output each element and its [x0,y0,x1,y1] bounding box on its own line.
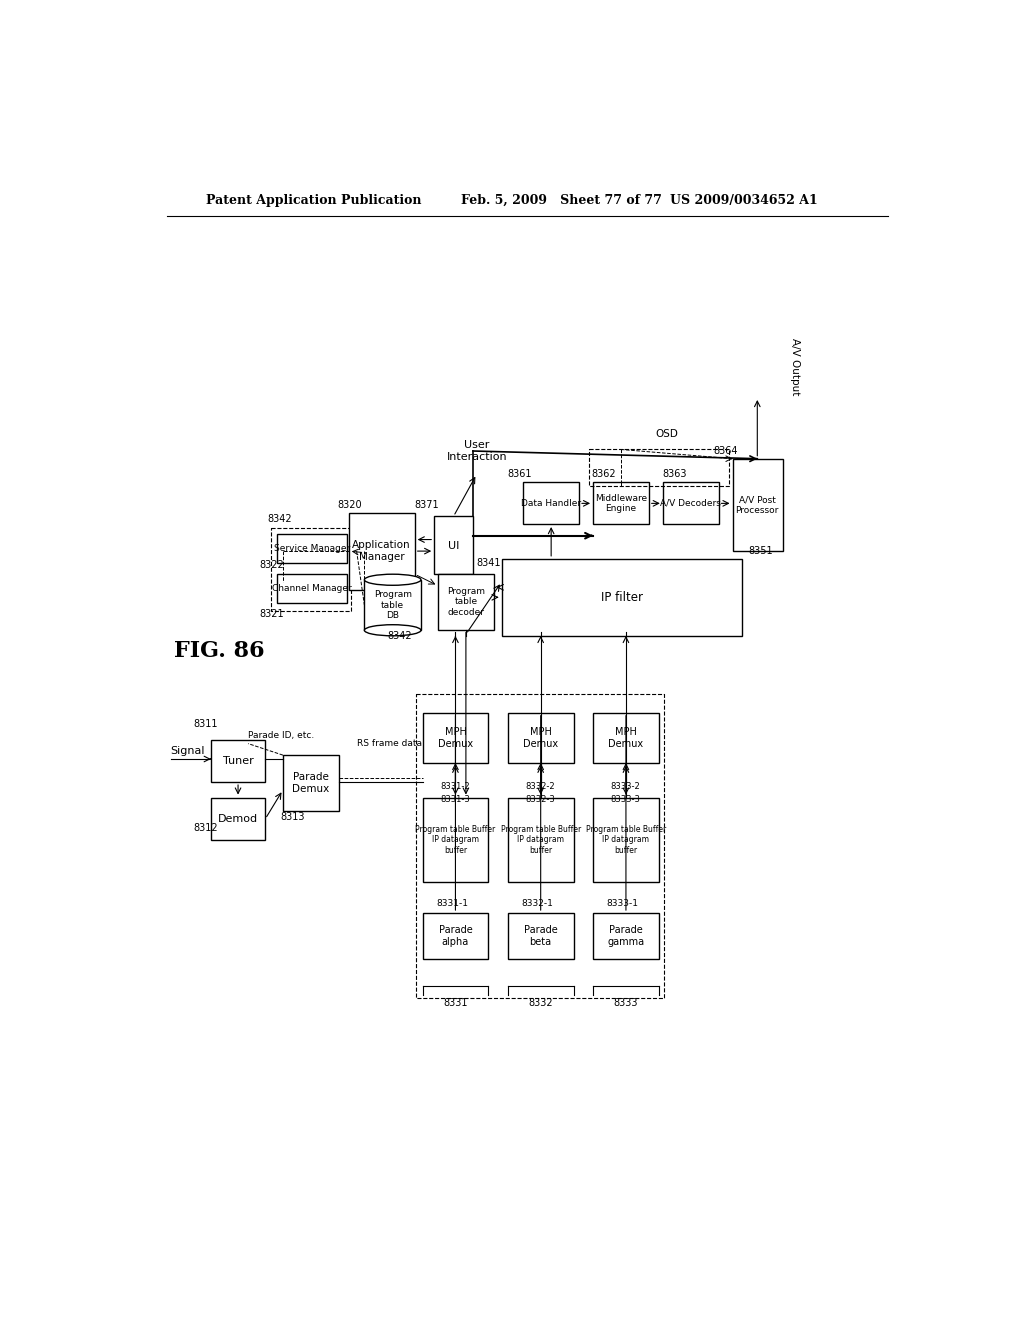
Text: 8371: 8371 [415,500,439,510]
Bar [423,797,488,882]
Text: MPH
Demux: MPH Demux [608,727,643,748]
Text: Application
Manager: Application Manager [352,540,411,562]
Text: Program table Buffer
IP datagram
buffer: Program table Buffer IP datagram buffer [416,825,496,855]
Text: A/V Post
Processor: A/V Post Processor [735,495,779,515]
Text: Tuner: Tuner [222,756,253,767]
Bar [593,913,658,960]
Text: OSD: OSD [655,429,678,440]
Text: 8322: 8322 [260,560,285,570]
Bar [365,579,421,630]
Text: 8331-2: 8331-2 [440,783,470,791]
Bar [593,713,658,763]
Bar [434,516,473,574]
Text: Parade
gamma: Parade gamma [607,925,644,946]
Text: 8333-3: 8333-3 [610,795,640,804]
Text: Middleware
Engine: Middleware Engine [595,494,647,513]
Bar [211,739,265,781]
Bar [663,482,719,524]
Bar [508,797,573,882]
Text: 8332: 8332 [528,998,553,1008]
Text: 8333-1: 8333-1 [606,899,639,908]
Text: UI: UI [447,541,459,550]
Text: Program
table
DB: Program table DB [374,590,412,620]
Bar [508,713,573,763]
Text: 8342: 8342 [387,631,412,640]
Bar [271,528,351,611]
Bar [523,482,579,524]
Text: 8351: 8351 [748,546,773,556]
Bar [417,693,665,998]
Text: 8332-1: 8332-1 [521,899,553,908]
Text: 8332-3: 8332-3 [525,795,555,804]
Text: 8364: 8364 [713,446,737,455]
Text: 8320: 8320 [337,500,361,510]
Text: Parade ID, etc.: Parade ID, etc. [248,731,314,741]
Text: US 2009/0034652 A1: US 2009/0034652 A1 [671,194,818,207]
Text: 8321: 8321 [260,610,285,619]
Text: Signal: Signal [171,746,205,756]
Text: 8341: 8341 [476,557,501,568]
Bar [423,713,488,763]
Text: Patent Application Publication: Patent Application Publication [206,194,421,207]
Text: 8342: 8342 [267,513,292,524]
Bar [276,535,346,564]
Text: 8331-3: 8331-3 [440,795,470,804]
Bar [508,913,573,960]
Bar [349,512,415,590]
Bar [593,797,658,882]
Text: Data Handler: Data Handler [521,499,582,508]
Bar [732,459,783,552]
Text: 8312: 8312 [194,824,218,833]
Text: Parade
Demux: Parade Demux [292,772,330,793]
Text: 8311: 8311 [194,719,218,730]
Text: IP filter: IP filter [601,591,643,603]
Text: User
Interaction: User Interaction [446,440,507,462]
Text: 8333: 8333 [613,998,638,1008]
Bar [502,558,741,636]
Text: Demod: Demod [218,814,258,824]
Text: 8333-2: 8333-2 [610,783,640,791]
Text: Service Manager: Service Manager [273,544,350,553]
Text: MPH
Demux: MPH Demux [438,727,473,748]
Text: 8361: 8361 [508,469,532,479]
Text: 8363: 8363 [663,469,687,479]
Ellipse shape [365,624,421,636]
Bar [276,574,346,603]
Text: 8313: 8313 [280,812,304,822]
Bar [283,755,339,810]
Text: Program table Buffer
IP datagram
buffer: Program table Buffer IP datagram buffer [501,825,581,855]
Ellipse shape [365,574,421,585]
Text: 8331-1: 8331-1 [436,899,468,908]
Bar [589,449,729,487]
Text: Parade
alpha: Parade alpha [438,925,472,946]
Text: Program
table
decoder: Program table decoder [446,587,485,616]
Text: 8362: 8362 [592,469,616,479]
Text: Channel Manager: Channel Manager [271,585,351,593]
Text: Program table Buffer
IP datagram
buffer: Program table Buffer IP datagram buffer [586,825,666,855]
Text: A/V Decoders: A/V Decoders [660,499,721,508]
Text: FIG. 86: FIG. 86 [174,640,265,663]
Text: 8331: 8331 [443,998,468,1008]
Text: Parade
beta: Parade beta [524,925,557,946]
Text: Feb. 5, 2009   Sheet 77 of 77: Feb. 5, 2009 Sheet 77 of 77 [461,194,663,207]
Bar [593,482,649,524]
Text: RS frame data: RS frame data [356,739,422,748]
Bar [423,913,488,960]
Bar [438,574,494,630]
Bar [211,797,265,840]
Text: 8332-2: 8332-2 [525,783,555,791]
Text: A/V Output: A/V Output [790,338,800,395]
Text: MPH
Demux: MPH Demux [523,727,558,748]
